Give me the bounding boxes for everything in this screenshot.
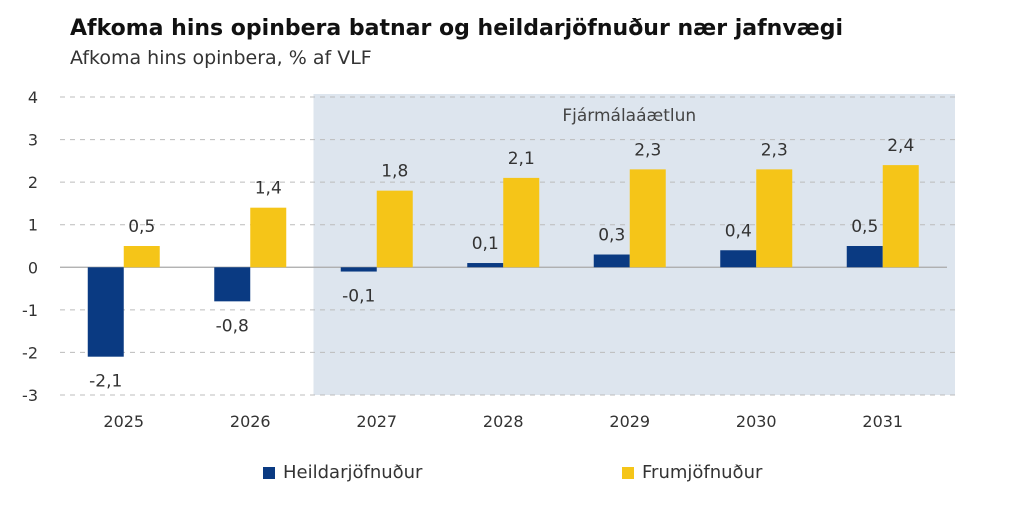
bar-heildarjofnudur — [846, 246, 883, 268]
data-label: 0,4 — [725, 221, 752, 241]
bar-heildarjofnudur — [720, 250, 757, 268]
bar-frumjofnudur — [250, 207, 287, 268]
y-tick-label: -3 — [22, 386, 38, 405]
data-label: -0,8 — [216, 316, 249, 336]
x-tick-label: 2028 — [483, 412, 524, 431]
data-label: -2,1 — [89, 372, 122, 392]
x-tick-label: 2031 — [862, 412, 903, 431]
x-tick-label: 2026 — [230, 412, 271, 431]
data-label: 0,3 — [598, 226, 625, 246]
data-label: 1,4 — [255, 179, 282, 199]
shaded-region-label: Fjármálaáætlun — [562, 106, 696, 126]
data-label: 0,5 — [851, 217, 878, 237]
y-tick-label: 4 — [28, 88, 38, 107]
bar-heildarjofnudur — [467, 263, 504, 268]
data-label: 0,5 — [128, 217, 155, 237]
bar-heildarjofnudur — [214, 267, 251, 302]
y-tick-label: 3 — [28, 131, 38, 150]
bar-frumjofnudur — [503, 177, 540, 268]
legend-swatch-frumjofnudur — [622, 466, 634, 479]
data-label: 1,8 — [381, 162, 408, 182]
x-tick-label: 2029 — [609, 412, 650, 431]
legend-label-frumjofnudur: Frumjöfnuður — [642, 462, 763, 483]
data-label: 2,1 — [508, 149, 535, 169]
bar-frumjofnudur — [629, 169, 666, 268]
x-tick-label: 2027 — [356, 412, 397, 431]
y-tick-label: 2 — [28, 173, 38, 192]
bar-heildarjofnudur — [593, 254, 630, 268]
x-tick-label: 2030 — [736, 412, 777, 431]
data-label: 2,4 — [887, 136, 914, 156]
legend-swatch-heildarjofnudur — [263, 466, 275, 479]
legend-item-frumjofnudur: Frumjöfnuður — [622, 462, 762, 483]
y-tick-label: 1 — [28, 216, 38, 235]
bar-frumjofnudur — [756, 169, 793, 268]
data-label: 0,1 — [472, 234, 499, 254]
chart-legend: Heildarjöfnuður Frumjöfnuður — [0, 462, 1024, 488]
bar-frumjofnudur — [123, 246, 160, 268]
chart-title: Afkoma hins opinbera batnar og heildarjö… — [70, 16, 844, 41]
bar-heildarjofnudur — [87, 267, 124, 357]
data-label: 2,3 — [634, 140, 661, 160]
legend-item-heildarjofnudur: Heildarjöfnuður — [263, 462, 422, 483]
chart-subtitle: Afkoma hins opinbera, % af VLF — [70, 47, 372, 69]
bar-heildarjofnudur — [340, 267, 377, 272]
y-tick-label: -2 — [22, 343, 38, 362]
y-tick-label: 0 — [28, 258, 38, 277]
data-label: -0,1 — [342, 287, 375, 307]
data-label: 2,3 — [761, 140, 788, 160]
bar-frumjofnudur — [376, 190, 413, 268]
y-tick-label: -1 — [22, 301, 38, 320]
bar-frumjofnudur — [882, 165, 919, 268]
legend-label-heildarjofnudur: Heildarjöfnuður — [283, 462, 423, 483]
x-tick-label: 2025 — [103, 412, 144, 431]
